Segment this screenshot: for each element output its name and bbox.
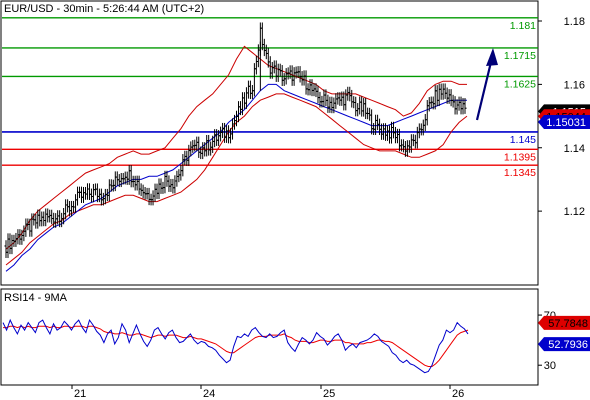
y-tick-label: 1.14 xyxy=(564,143,585,155)
x-tick-label: 26 xyxy=(452,388,464,400)
price-bars-layer xyxy=(4,22,467,259)
chart-title: EUR/USD - 30min - 5:26:44 AM (UTC+2) xyxy=(4,3,204,15)
rsi-ma-value-tag-bg xyxy=(538,315,590,330)
rsi-ma-line xyxy=(3,325,469,367)
level-label: 1.145 xyxy=(510,134,536,146)
forecast-arrow xyxy=(475,61,493,121)
mid-value-tag-bg xyxy=(538,115,590,130)
rsi-panel-frame xyxy=(0,288,539,386)
rsi-ma-value-tag: 57.7848 xyxy=(538,315,590,330)
x-tick-label: 21 xyxy=(74,388,86,400)
x-tick-label: 24 xyxy=(203,388,215,400)
rsi-y-tick-label: 30 xyxy=(544,360,556,372)
price-panel-frame xyxy=(0,0,539,286)
mid-value-tag-label: 1.15031 xyxy=(546,117,586,129)
rsi-title: RSI14 - 9MA xyxy=(4,292,68,304)
y-tick-label: 1.16 xyxy=(564,79,585,91)
rsi-value-tag-label: 52.7936 xyxy=(548,339,588,351)
level-label: 1.1345 xyxy=(504,167,536,179)
axis-layer: 1.181.161.141.121.15151.150441.150312124… xyxy=(71,16,590,400)
levels-layer: 1.181 1.1715 1.1625 1.145 1.1395 1.1345 xyxy=(2,17,538,179)
rsi-ma-value-tag-label: 57.7848 xyxy=(548,318,588,330)
x-tick-label: 25 xyxy=(323,388,335,400)
mid-value-tag: 1.15031 xyxy=(538,115,590,130)
level-label: 1.181 xyxy=(510,20,536,32)
y-tick-label: 1.18 xyxy=(564,16,585,28)
rsi-line xyxy=(2,318,469,374)
y-tick-label: 1.12 xyxy=(564,206,585,218)
level-label: 1.1715 xyxy=(504,50,536,62)
rsi-value-tag: 52.7936 xyxy=(538,337,590,352)
rsi-value-tag-bg xyxy=(538,337,590,352)
level-label: 1.1395 xyxy=(504,151,536,163)
level-label: 1.1625 xyxy=(504,78,536,90)
forecast-arrow-head-icon xyxy=(486,48,498,66)
bollinger-upper xyxy=(5,45,467,250)
